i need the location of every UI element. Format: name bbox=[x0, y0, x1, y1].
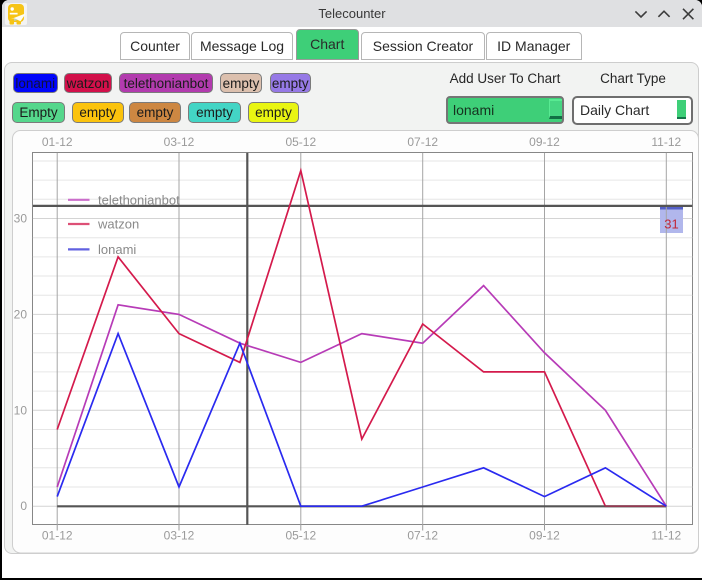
svg-text:11-12: 11-12 bbox=[651, 529, 681, 543]
svg-text:03-12: 03-12 bbox=[164, 135, 195, 149]
svg-text:telethonianbot: telethonianbot bbox=[98, 192, 180, 207]
svg-text:09-12: 09-12 bbox=[529, 529, 560, 543]
svg-text:30: 30 bbox=[14, 212, 28, 226]
svg-text:10: 10 bbox=[14, 403, 28, 417]
svg-text:07-12: 07-12 bbox=[407, 529, 438, 543]
svg-text:11-12: 11-12 bbox=[651, 135, 681, 149]
svg-text:03-12: 03-12 bbox=[164, 529, 195, 543]
svg-text:01-12: 01-12 bbox=[42, 135, 73, 149]
svg-text:0: 0 bbox=[20, 499, 27, 513]
svg-text:31: 31 bbox=[664, 217, 678, 232]
svg-text:20: 20 bbox=[14, 307, 28, 321]
svg-text:05-12: 05-12 bbox=[285, 135, 316, 149]
svg-text:watzon: watzon bbox=[97, 217, 139, 232]
svg-text:01-12: 01-12 bbox=[42, 529, 73, 543]
svg-text:07-12: 07-12 bbox=[407, 135, 438, 149]
svg-text:05-12: 05-12 bbox=[285, 529, 316, 543]
svg-text:09-12: 09-12 bbox=[529, 135, 560, 149]
svg-text:lonami: lonami bbox=[98, 242, 136, 257]
